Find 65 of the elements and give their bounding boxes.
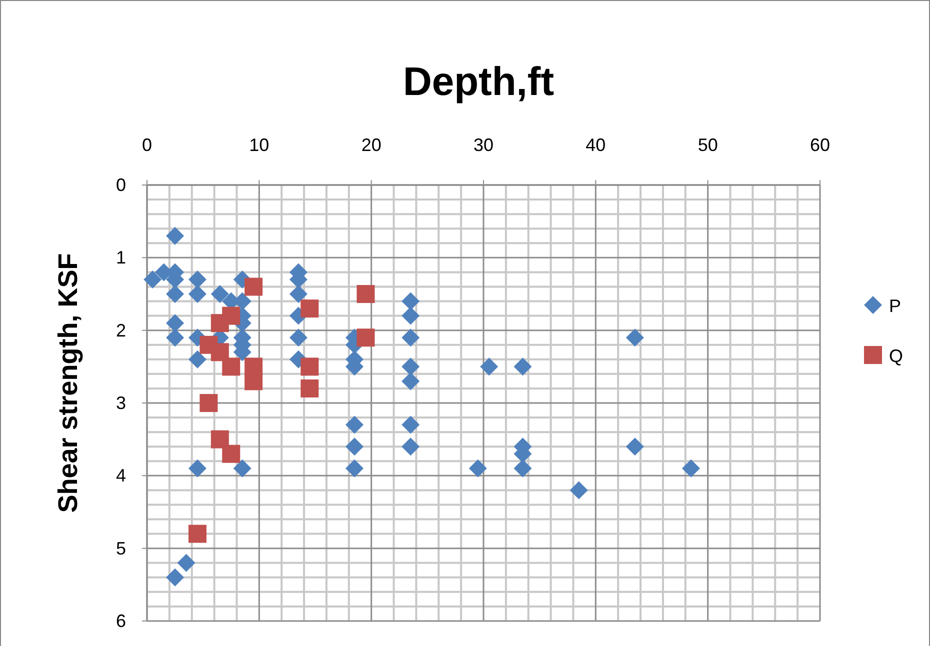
point — [144, 270, 162, 288]
point — [402, 292, 420, 310]
point — [289, 328, 308, 347]
point — [166, 568, 184, 586]
point — [222, 444, 240, 463]
point — [402, 372, 420, 390]
point — [210, 343, 229, 362]
x-tick-label: 10 — [249, 135, 270, 155]
point — [188, 350, 206, 368]
x-tick-label: 0 — [142, 135, 152, 155]
chart-title: Depth,ft — [402, 60, 554, 104]
point — [177, 554, 196, 572]
y-tick-label: 0 — [116, 175, 126, 195]
point — [682, 459, 700, 478]
point — [346, 459, 364, 478]
point — [300, 300, 319, 318]
x-tick-label: 60 — [810, 135, 830, 155]
x-tick-label: 40 — [586, 135, 606, 155]
y-tick-label: 3 — [116, 393, 126, 413]
y-tick-label: 1 — [116, 248, 126, 268]
point — [289, 285, 308, 303]
point — [188, 524, 206, 543]
y-tick-label: 6 — [116, 611, 126, 631]
point — [222, 358, 240, 376]
point — [244, 372, 263, 390]
legend-label: P — [889, 296, 902, 316]
legend-label: Q — [889, 346, 904, 366]
point — [210, 285, 229, 303]
point — [300, 379, 319, 398]
point — [402, 306, 420, 325]
point — [402, 358, 420, 376]
point — [210, 430, 229, 448]
point — [480, 358, 498, 376]
point — [402, 416, 420, 434]
point — [233, 459, 252, 478]
point — [300, 358, 319, 376]
point — [570, 481, 588, 500]
x-tick-label: 20 — [361, 135, 382, 155]
point — [210, 314, 229, 332]
point — [514, 358, 532, 376]
point — [188, 270, 206, 288]
point — [626, 438, 644, 456]
y-tick-label: 2 — [116, 320, 126, 340]
point — [468, 459, 487, 478]
y-tick-label: 4 — [116, 466, 126, 486]
point — [402, 328, 420, 347]
point — [188, 459, 206, 478]
point — [626, 328, 644, 347]
point — [514, 459, 532, 478]
y-tick-label: 5 — [116, 538, 126, 558]
x-tick-label: 50 — [698, 135, 718, 155]
x-tick-label: 30 — [473, 135, 494, 155]
point — [166, 226, 184, 245]
point — [346, 416, 364, 434]
y-axis-title: Shear strength, KSF — [53, 253, 83, 513]
point — [166, 285, 184, 303]
point — [200, 394, 218, 412]
point — [346, 438, 364, 456]
point — [244, 278, 263, 296]
point — [188, 285, 206, 303]
point — [356, 285, 375, 303]
point — [356, 328, 375, 347]
point — [402, 438, 420, 456]
point — [166, 314, 184, 332]
point — [166, 328, 184, 347]
